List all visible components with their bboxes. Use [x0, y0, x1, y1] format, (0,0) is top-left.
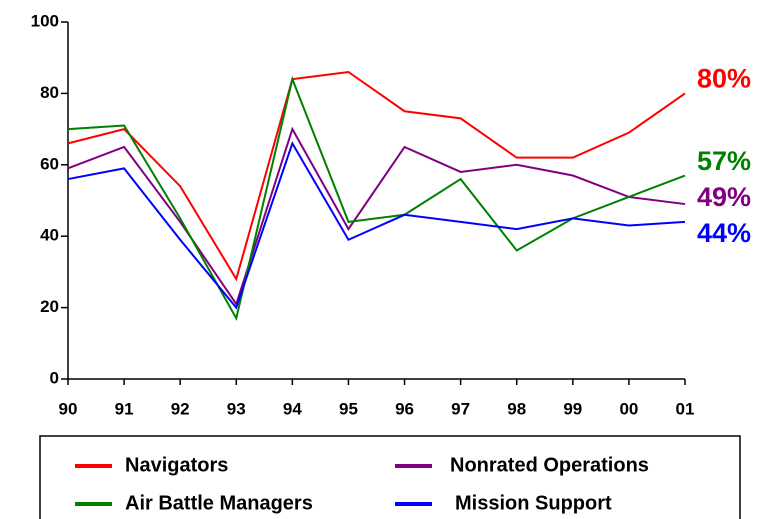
series-line — [67, 140, 686, 310]
y-tick-label: 60 — [40, 154, 59, 173]
series-line — [67, 75, 686, 322]
y-tick-label: 100 — [31, 11, 59, 30]
x-tick-label: 91 — [115, 399, 134, 418]
end-label: 57% — [697, 146, 751, 176]
x-tick-label: 94 — [283, 399, 302, 418]
legend-label: Nonrated Operations — [450, 454, 649, 476]
legend-box — [39, 435, 741, 519]
y-tick-label: 40 — [40, 226, 59, 245]
x-tick-label: 95 — [339, 399, 358, 418]
x-tick-label: 92 — [171, 399, 190, 418]
legend-label: Navigators — [125, 454, 228, 476]
x-tick-label: 90 — [59, 399, 78, 418]
y-tick-label: 80 — [40, 83, 59, 102]
series-line — [67, 70, 686, 282]
x-tick-label: 96 — [395, 399, 414, 418]
x-tick-label: 98 — [507, 399, 526, 418]
series-line — [67, 126, 686, 307]
x-tick-label: 01 — [676, 399, 695, 418]
x-tick-label: 00 — [619, 399, 638, 418]
end-label: 44% — [697, 218, 751, 248]
legend-label: Mission Support — [455, 492, 612, 514]
end-label: 80% — [697, 64, 751, 94]
x-tick-label: 97 — [451, 399, 470, 418]
x-tick-label: 99 — [563, 399, 582, 418]
y-tick-label: 20 — [40, 297, 59, 316]
x-tick-label: 93 — [227, 399, 246, 418]
end-label: 49% — [697, 182, 751, 212]
legend-label: Air Battle Managers — [125, 492, 313, 514]
y-tick-label: 0 — [50, 368, 59, 387]
